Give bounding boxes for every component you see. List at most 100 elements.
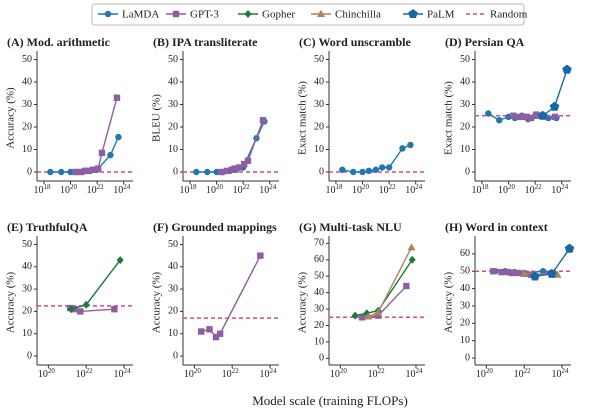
marker (378, 164, 386, 171)
marker (364, 312, 373, 320)
y-tick-label: 0 (319, 353, 324, 364)
x-tick-label: 1024 (259, 367, 277, 381)
marker (562, 64, 572, 74)
legend-box (91, 3, 525, 26)
x-tick-label: 1022 (87, 183, 105, 197)
y-tick-label: 40 (460, 76, 470, 87)
panel-title: (A) Mod. arithmetic (7, 35, 111, 49)
legend-label: LaMDA (122, 9, 159, 21)
x-tick-label: 1024 (259, 183, 277, 197)
y-tick-label: 30 (168, 99, 178, 110)
marker (374, 312, 382, 319)
y-tick-label: 20 (22, 306, 32, 317)
marker (216, 330, 224, 337)
marker (485, 110, 492, 117)
marker (257, 252, 264, 259)
legend-marker (317, 9, 325, 17)
y-tick-label: 0 (27, 350, 32, 361)
marker (67, 168, 74, 176)
y-tick-label: 20 (168, 306, 178, 317)
series-line (70, 259, 121, 310)
x-tick-label: 1024 (113, 367, 131, 381)
marker (498, 268, 505, 276)
y-tick-label: 10 (314, 336, 324, 347)
x-tick-label: 1024 (405, 183, 423, 197)
x-tick-label: 1022 (368, 367, 386, 381)
x-tick-label: 1020 (352, 183, 370, 197)
marker (47, 168, 54, 176)
x-tick-label: 1024 (551, 183, 569, 197)
y-axis-label: Accuracy (%) (297, 271, 309, 333)
panel-title: (H) Word in context (445, 220, 548, 234)
marker (537, 110, 548, 120)
y-axis-label: Accuracy (%) (5, 271, 17, 333)
y-tick-label: 10 (168, 328, 178, 339)
x-tick-label: 1024 (113, 183, 130, 197)
y-tick-label: 20 (314, 320, 324, 331)
x-tick-label: 1022 (76, 367, 94, 381)
panel-title: (C) Word unscramble (299, 35, 411, 49)
x-tick-label: 1020 (476, 367, 494, 381)
y-tick-label: 20 (168, 121, 178, 132)
marker (198, 328, 205, 335)
marker (530, 271, 540, 281)
x-tick-label: 1018 (471, 183, 489, 197)
marker (240, 160, 248, 168)
marker (244, 157, 252, 164)
x-tick-label: 1024 (551, 367, 569, 381)
marker (85, 167, 92, 175)
x-tick-label: 1022 (525, 183, 543, 197)
marker (403, 282, 410, 290)
marker (407, 243, 416, 251)
marker (193, 168, 200, 176)
marker (407, 141, 414, 149)
marker (67, 305, 75, 314)
series-line (368, 247, 413, 318)
series-line (75, 97, 118, 173)
marker (107, 151, 114, 159)
marker (94, 165, 102, 172)
legend-marker (408, 9, 418, 19)
y-tick-label: 40 (314, 76, 324, 87)
y-tick-label: 10 (168, 144, 178, 155)
x-tick-label: 1022 (379, 183, 397, 197)
marker (77, 308, 84, 315)
legend-label: Chinchilla (335, 9, 381, 21)
marker (504, 268, 512, 276)
y-tick-label: 0 (465, 166, 470, 177)
x-tick-label: 1022 (222, 367, 240, 381)
marker (520, 269, 529, 277)
marker (218, 168, 225, 176)
y-axis-label: Accuracy (%) (5, 87, 17, 149)
y-tick-label: 50 (22, 239, 32, 250)
legend-marker (172, 10, 180, 18)
y-tick-label: 50 (314, 54, 324, 65)
x-tick-label: 1018 (179, 183, 197, 197)
marker (505, 113, 512, 121)
x-tick-label: 1020 (38, 367, 56, 381)
y-tick-label: 10 (460, 144, 470, 155)
y-tick-label: 70 (314, 238, 324, 249)
x-tick-label: 1020 (206, 183, 224, 197)
marker (204, 168, 211, 176)
marker (515, 113, 523, 121)
x-tick-label: 1024 (405, 367, 423, 381)
legend-label: PaLM (427, 9, 455, 21)
panel-title: (D) Persian QA (445, 35, 525, 49)
marker (58, 168, 65, 176)
legend-marker (244, 10, 252, 18)
y-tick-label: 0 (319, 166, 324, 177)
marker (549, 101, 560, 111)
x-tick-label: 1022 (514, 367, 532, 381)
marker (235, 164, 243, 171)
y-tick-label: 30 (22, 99, 32, 110)
y-axis-label: Exact match (%) (297, 81, 309, 155)
y-tick-label: 50 (460, 54, 470, 65)
y-axis-label: Accuracy (%) (151, 271, 163, 333)
legend: LaMDA GPT-3 Gopher Chinchilla PaLM Random (98, 9, 528, 21)
x-tick-label: 1020 (330, 367, 348, 381)
